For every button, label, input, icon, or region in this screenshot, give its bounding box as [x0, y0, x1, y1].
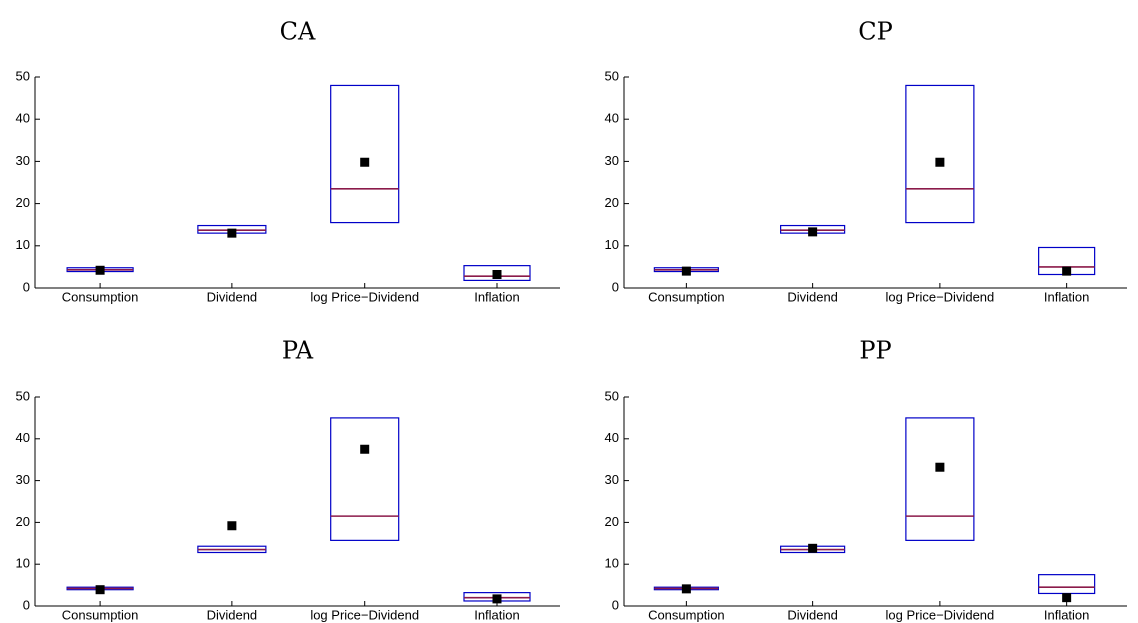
data-point-2 [808, 543, 818, 553]
y-tick-label: 20 [16, 514, 30, 529]
y-tick-label: 40 [16, 111, 30, 126]
data-point-2 [227, 521, 237, 531]
box-3 [330, 417, 400, 541]
x-tick-label: log Price−Dividend [310, 607, 419, 622]
y-tick-label: 50 [605, 388, 619, 403]
x-tick-label: Inflation [474, 289, 520, 304]
x-tick-label: Inflation [1044, 289, 1090, 304]
data-point-4 [492, 269, 502, 279]
y-tick-label: 0 [23, 597, 30, 612]
y-tick-label: 40 [605, 111, 619, 126]
x-tick-label: log Price−Dividend [886, 289, 995, 304]
x-tick-label: Dividend [787, 289, 838, 304]
y-tick-label: 20 [16, 195, 30, 210]
y-tick-label: 0 [612, 279, 619, 294]
y-tick-label: 10 [16, 556, 30, 571]
y-tick-label: 50 [16, 388, 30, 403]
chart-panel-pp: PP 0 10 20 30 40 50 Consumption Dividend log Pric… [605, 337, 1127, 622]
panel-title: PP [859, 337, 891, 365]
box-3 [330, 84, 400, 224]
box-3 [905, 84, 975, 224]
x-tick-label: log Price−Dividend [310, 289, 419, 304]
data-point-1 [95, 265, 105, 275]
x-tick-label: log Price−Dividend [886, 607, 995, 622]
box-4 [463, 265, 531, 282]
data-point-3 [935, 462, 945, 472]
data-point-4 [1062, 266, 1072, 276]
data-point-1 [681, 266, 691, 276]
y-tick-label: 30 [16, 153, 30, 168]
data-point-4 [492, 594, 502, 604]
x-tick-label: Consumption [648, 289, 725, 304]
x-tick-label: Dividend [787, 607, 838, 622]
y-tick-label: 10 [16, 237, 30, 252]
data-point-2 [227, 228, 237, 238]
y-tick-label: 20 [605, 195, 619, 210]
chart-panel-cp: CP 0 10 20 30 40 50 Consumption Dividend log Pric… [605, 18, 1127, 304]
box-4 [1038, 574, 1096, 595]
x-tick-label: Inflation [1044, 607, 1090, 622]
y-tick-label: 50 [605, 68, 619, 83]
box-3 [905, 417, 975, 541]
y-tick-label: 40 [605, 430, 619, 445]
x-tick-label: Inflation [474, 607, 520, 622]
x-tick-label: Consumption [62, 607, 139, 622]
data-point-4 [1062, 593, 1072, 603]
data-point-2 [808, 227, 818, 237]
panel-title: CA [280, 18, 316, 46]
y-tick-label: 40 [16, 430, 30, 445]
data-point-3 [360, 157, 370, 167]
y-tick-label: 0 [23, 279, 30, 294]
panel-title: PA [282, 337, 314, 365]
data-point-1 [681, 584, 691, 594]
data-point-3 [360, 444, 370, 454]
y-tick-label: 30 [605, 472, 619, 487]
chart-panel-ca: CA 0 10 20 30 40 50 Consumption Dividend log Pric… [16, 18, 560, 304]
x-tick-label: Consumption [62, 289, 139, 304]
y-tick-label: 10 [605, 237, 619, 252]
chart-panel-pa: PA 0 10 20 30 40 50 Consumption Dividend log Pric… [16, 337, 560, 622]
y-tick-label: 30 [16, 472, 30, 487]
y-tick-label: 50 [16, 68, 30, 83]
x-tick-label: Dividend [207, 289, 258, 304]
data-point-1 [95, 585, 105, 595]
y-tick-label: 10 [605, 556, 619, 571]
y-tick-label: 30 [605, 153, 619, 168]
y-tick-label: 20 [605, 514, 619, 529]
x-tick-label: Dividend [207, 607, 258, 622]
panel-title: CP [858, 18, 893, 46]
x-tick-label: Consumption [648, 607, 725, 622]
data-point-3 [935, 157, 945, 167]
y-tick-label: 0 [612, 597, 619, 612]
